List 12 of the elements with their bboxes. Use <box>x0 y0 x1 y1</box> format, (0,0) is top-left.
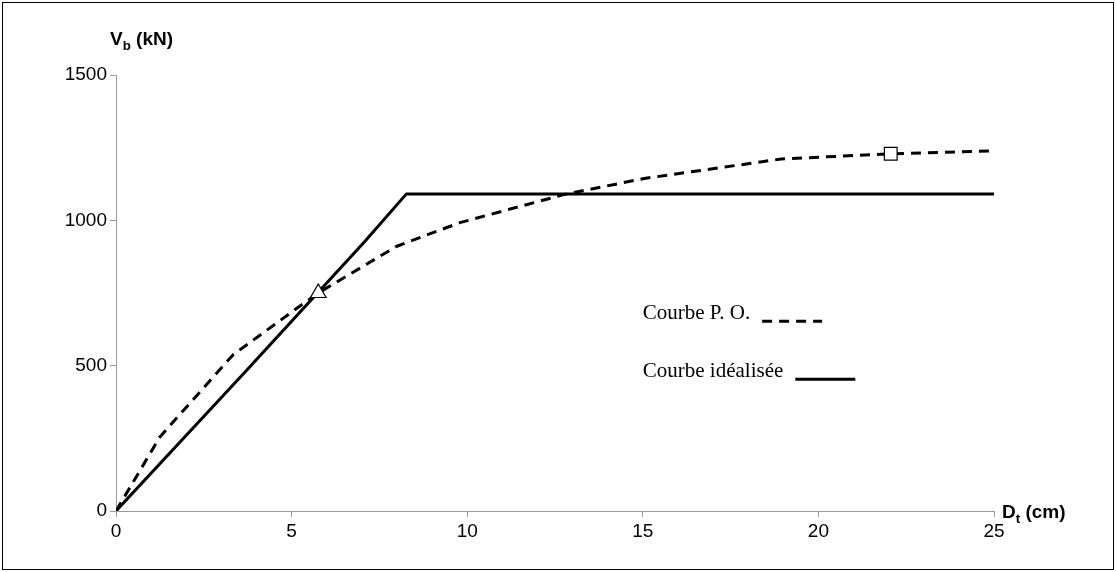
x-tick-label: 25 <box>983 519 1005 541</box>
x-tick-label: 0 <box>110 519 122 541</box>
y-tick-label: 1500 <box>64 63 107 85</box>
y-tick-label: 1000 <box>64 208 107 230</box>
legend-label: Courbe P. O. <box>642 300 751 325</box>
legend-label: Courbe idéalisée <box>642 358 784 383</box>
x-tick-label: 10 <box>456 519 478 541</box>
x-tick-label: 20 <box>807 519 829 541</box>
x-tick-label: 5 <box>286 519 297 541</box>
x-tick-label: 15 <box>632 519 654 541</box>
y-tick-label: 500 <box>75 353 107 375</box>
y-tick-label: 0 <box>96 499 107 521</box>
